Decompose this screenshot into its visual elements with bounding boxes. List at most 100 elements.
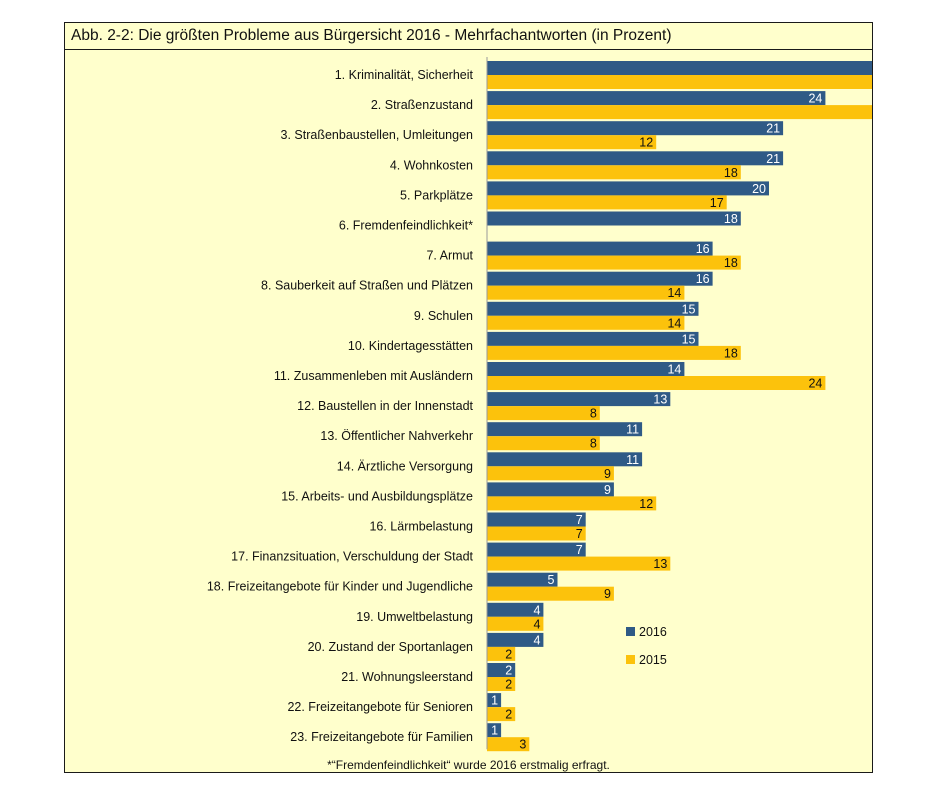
bar-2015 [487, 255, 741, 270]
bar-2015 [487, 556, 671, 571]
bar-chart: 1. Kriminalität, Sicherheit 4 8 4 9 2. Straße… [207, 57, 872, 752]
category-label: 4. Wohnkosten [390, 158, 473, 172]
bar-2015 [487, 135, 657, 150]
category-label: 13. Öffentlicher Nahverkehr [320, 429, 473, 443]
bar-2016 [487, 61, 872, 75]
bar-2015 [487, 376, 826, 390]
data-label-2016: 13 [653, 393, 667, 407]
bar-2016 [487, 91, 826, 106]
category-label: 21. Wohnungsleerstand [341, 670, 473, 684]
category-label: 10. Kindertagesstätten [348, 339, 473, 353]
bar-2015 [487, 436, 600, 451]
data-label-2016: 11 [626, 453, 639, 467]
data-label-2016: 7 [576, 543, 583, 557]
data-label-2016: 4 [533, 633, 540, 647]
category-label: 6. Fremdenfeindlichkeit* [339, 219, 473, 233]
category-label: 23. Freizeitangebote für Familien [290, 730, 473, 744]
data-label-2016: 20 [752, 182, 766, 196]
bar-2015 [487, 406, 600, 421]
category-label: 15. Arbeits- und Ausbildungsplätze [281, 489, 473, 503]
bar-2015 [487, 75, 872, 89]
data-label-2016: 16 [696, 272, 710, 286]
bar-2016 [487, 602, 544, 617]
category-label: 14. Ärztliche Versorgung [337, 459, 473, 473]
data-label-2015: 14 [667, 286, 681, 300]
bar-2016 [487, 482, 614, 497]
data-label-2016: 5 [548, 573, 555, 587]
data-label-2015: 13 [653, 557, 667, 571]
bar-2016 [487, 331, 699, 346]
data-label-2015: 8 [590, 437, 597, 451]
category-label: 5. Parkplätze [400, 188, 473, 202]
category-label: 11. Zusammenleben mit Ausländern [274, 369, 473, 383]
bar-2016 [487, 211, 741, 226]
category-label: 7. Armut [426, 249, 473, 263]
bar-2016 [487, 572, 558, 587]
data-label-2016: 14 [667, 363, 681, 377]
data-label-2016: 15 [682, 302, 696, 316]
data-label-2015: 9 [604, 587, 611, 601]
category-label: 2. Straßenzustand [371, 98, 473, 112]
bar-2015 [487, 616, 544, 631]
data-label-2015: 2 [505, 678, 512, 692]
bar-2016 [487, 542, 586, 557]
bar-2016 [487, 452, 643, 467]
category-label: 3. Straßenbaustellen, Umleitungen [281, 128, 474, 142]
category-label: 18. Freizeitangebote für Kinder und Juge… [207, 580, 473, 594]
category-label: 19. Umweltbelastung [356, 610, 473, 624]
data-label-2015: 8 [590, 407, 597, 421]
bar-2015 [487, 586, 614, 601]
data-label-2015: 18 [724, 166, 738, 180]
chart-footnote: *“Fremdenfeindlichkeit“ wurde 2016 erstm… [327, 758, 610, 772]
data-label-2016: 21 [766, 152, 780, 166]
data-label-2015: 3 [519, 738, 526, 752]
bar-2015 [487, 646, 516, 661]
data-label-2015: 2 [505, 647, 512, 661]
data-label-2015: 2 [505, 708, 512, 722]
category-label: 17. Finanzsituation, Verschuldung der St… [231, 550, 473, 564]
category-label: 9. Schulen [414, 309, 473, 323]
bar-2016 [487, 151, 784, 166]
bar-2015 [487, 285, 685, 300]
data-label-2015: 12 [639, 136, 653, 150]
bar-2015 [487, 707, 516, 722]
data-label-2015: 18 [724, 346, 738, 360]
category-label: 1. Kriminalität, Sicherheit [335, 68, 474, 82]
bar-2016 [487, 362, 685, 376]
bar-2016 [487, 422, 643, 437]
category-label: 12. Baustellen in der Innenstadt [297, 399, 473, 413]
bar-2015 [487, 526, 586, 541]
bar-2015 [487, 105, 872, 120]
category-label: 22. Freizeitangebote für Senioren [287, 700, 473, 714]
category-label: 20. Zustand der Sportanlagen [308, 640, 473, 654]
data-label-2016: 24 [808, 92, 822, 106]
legend-swatch-2016 [626, 627, 635, 636]
data-label-2016: 4 [533, 603, 540, 617]
bar-2016 [487, 512, 586, 527]
legend-label-2015: 2015 [639, 653, 667, 667]
bar-2015 [487, 345, 741, 360]
data-label-2016: 15 [682, 332, 696, 346]
bar-2016 [487, 301, 699, 316]
bar-2015 [487, 677, 516, 691]
bar-2016 [487, 663, 516, 677]
chart-frame: 1. Kriminalität, Sicherheit 4 8 4 9 2. Straße… [64, 22, 873, 773]
bar-2016 [487, 181, 769, 196]
bar-2015 [487, 165, 741, 180]
bar-2015 [487, 466, 614, 481]
data-label-2015: 17 [710, 196, 724, 210]
data-label-2015: 4 [533, 617, 540, 631]
data-label-2016: 1 [491, 724, 498, 738]
bar-2015 [487, 496, 657, 511]
bar-2016 [487, 121, 784, 136]
bar-2016 [487, 693, 502, 708]
data-label-2015: 12 [639, 497, 653, 511]
data-label-2016: 7 [576, 513, 583, 527]
data-label-2016: 1 [491, 694, 498, 708]
data-label-2016: 2 [505, 664, 512, 678]
bar-2016 [487, 632, 544, 647]
data-label-2016: 9 [604, 483, 611, 497]
bar-2016 [487, 241, 713, 256]
data-label-2015: 24 [808, 377, 822, 391]
category-label: 8. Sauberkeit auf Straßen und Plätzen [261, 279, 473, 293]
